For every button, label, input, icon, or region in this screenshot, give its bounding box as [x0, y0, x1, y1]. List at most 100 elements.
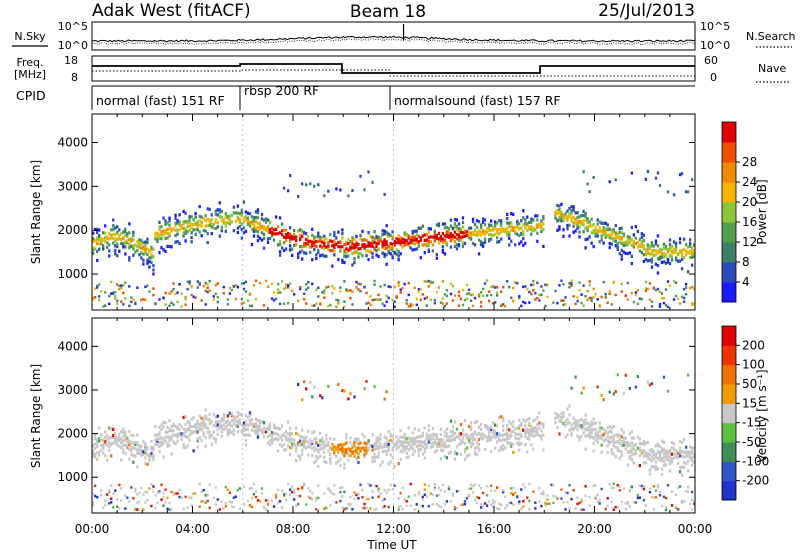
echo-cell	[282, 432, 286, 436]
echo-cell	[534, 228, 537, 232]
echo-cell	[369, 250, 372, 254]
echo-cell	[190, 215, 193, 219]
echo-cell	[278, 231, 282, 235]
echo-cell	[391, 439, 394, 443]
echo-cell	[590, 428, 593, 432]
echo-cell	[208, 412, 211, 416]
echo-cell	[204, 214, 207, 218]
echo-cell	[564, 212, 567, 216]
echo-cell	[150, 247, 153, 252]
echo-cell	[208, 434, 211, 438]
echo-cell	[144, 451, 147, 455]
echo-cell	[620, 226, 623, 230]
ground-scatter-cell	[618, 485, 621, 489]
echo-cell	[160, 423, 163, 427]
echo-cell	[192, 223, 195, 227]
echo-cell	[576, 420, 579, 424]
ground-scatter-cell	[339, 290, 342, 293]
ground-scatter-cell	[106, 493, 109, 496]
echo-cell	[240, 213, 244, 217]
echo-cell	[405, 445, 408, 449]
ground-scatter-cell	[172, 493, 175, 496]
echo-cell	[415, 240, 418, 245]
echo-cell	[106, 443, 109, 447]
ground-scatter-cell	[620, 290, 623, 293]
echo-cell	[461, 432, 465, 436]
echo-cell	[236, 422, 240, 426]
ground-scatter-cell	[598, 499, 601, 502]
echo-cell	[534, 426, 537, 430]
ground-scatter-cell	[479, 300, 483, 304]
echo-cell	[538, 426, 541, 430]
echo-cell	[596, 222, 599, 226]
echo-cell	[317, 464, 320, 469]
echo-cell	[170, 452, 173, 456]
echo-cell	[224, 425, 227, 429]
echo-cell	[459, 238, 463, 242]
ground-scatter-cell	[337, 302, 340, 305]
echo-cell	[568, 404, 571, 408]
echo-cell	[180, 424, 183, 428]
echo-cell	[313, 449, 316, 453]
echo-cell	[371, 448, 374, 452]
echo-cell	[622, 234, 625, 238]
ground-scatter-cell	[284, 286, 288, 289]
ground-scatter-cell	[401, 286, 404, 290]
ground-scatter-cell	[148, 487, 151, 490]
echo-cell	[652, 449, 656, 454]
echo-cell	[618, 433, 621, 437]
echo-cell	[393, 443, 396, 447]
ground-scatter-cell	[502, 303, 505, 306]
echo-cell	[568, 234, 571, 238]
echo-cell	[128, 231, 131, 235]
echo-cell	[164, 231, 167, 235]
ground-scatter-cell	[614, 293, 617, 297]
echo-cell	[526, 222, 529, 226]
echo-cell	[236, 230, 240, 235]
echo-cell	[524, 442, 527, 447]
ground-scatter-cell	[383, 497, 386, 501]
echo-cell	[228, 219, 231, 224]
echo-cell	[343, 466, 346, 470]
echo-cell	[238, 418, 242, 422]
echo-cell	[560, 213, 563, 218]
echo-cell	[303, 251, 306, 255]
ground-scatter-cell	[134, 302, 137, 305]
ground-scatter-cell	[496, 286, 499, 289]
echo-cell	[357, 455, 360, 460]
echo-cell	[622, 436, 625, 440]
echo-cell	[642, 449, 646, 453]
echo-cell	[570, 433, 573, 437]
ground-scatter-cell	[485, 504, 489, 507]
echo-cell	[662, 242, 666, 246]
nsky-panel: N.Sky 10^5 10^0 10^5 10^0 N.Search	[12, 20, 796, 52]
ground-scatter-cell	[208, 483, 211, 486]
ground-scatter-cell	[315, 508, 318, 511]
echo-cell	[339, 457, 342, 461]
echo-cell	[391, 230, 394, 234]
echo-cell	[134, 447, 137, 451]
echo-cell	[260, 431, 264, 435]
ground-scatter-cell	[443, 293, 447, 296]
echo-cell	[124, 438, 127, 442]
ground-scatter-cell	[654, 288, 658, 292]
echo-cell	[282, 186, 286, 190]
ground-scatter-cell	[510, 487, 513, 490]
ground-scatter-cell	[399, 288, 402, 291]
echo-cell	[598, 429, 601, 433]
echo-cell	[331, 248, 334, 253]
cpid-segment-rbsp: rbsp 200 RF	[244, 83, 319, 98]
echo-cell	[252, 218, 256, 222]
echo-cell	[542, 215, 545, 219]
echo-cell	[293, 233, 296, 237]
ground-scatter-cell	[307, 487, 310, 490]
echo-cell	[614, 390, 617, 394]
ground-scatter-cell	[305, 288, 308, 291]
echo-cell	[514, 432, 517, 436]
ground-scatter-cell	[592, 484, 595, 487]
ground-scatter-cell	[262, 506, 266, 509]
ground-scatter-cell	[678, 302, 682, 305]
echo-cell	[668, 262, 672, 266]
echo-cell	[262, 227, 266, 231]
